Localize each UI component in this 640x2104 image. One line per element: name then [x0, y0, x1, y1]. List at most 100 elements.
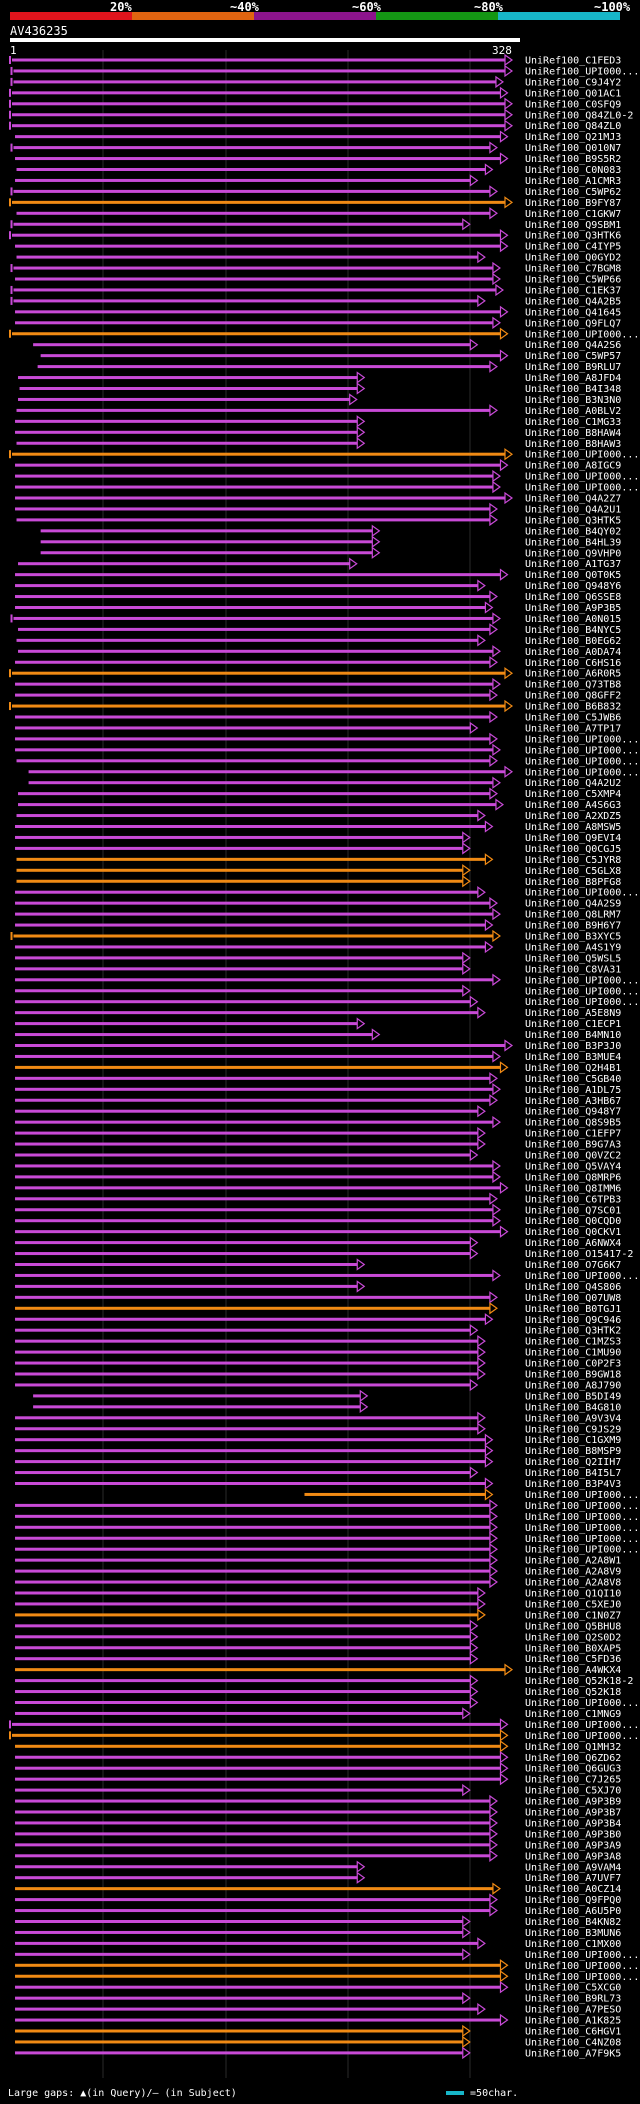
hit-row[interactable]: UniRef100_Q7SC01	[15, 1203, 621, 1217]
hit-row[interactable]: UniRef100_C5XCG0	[15, 1981, 621, 1994]
hit-row[interactable]: UniRef100_A5E8N9	[15, 1006, 621, 1020]
hit-row[interactable]: UniRef100_C1EK37	[10, 283, 622, 297]
hit-row[interactable]: UniRef100_B9GW18	[15, 1367, 621, 1381]
hit-row[interactable]: UniRef100_Q5BHU8	[15, 1619, 621, 1633]
hit-row[interactable]: UniRef100_A8JFD4	[18, 371, 621, 385]
hit-row[interactable]: UniRef100_Q8LRM7	[15, 907, 621, 921]
hit-row[interactable]: UniRef100_O7G6K7	[15, 1258, 621, 1272]
hit-row[interactable]: UniRef100_B9RL73	[15, 1991, 621, 2005]
hit-row[interactable]: UniRef100_B4QY02	[40, 524, 622, 538]
hit-row[interactable]: UniRef100_A7PESO	[15, 2002, 621, 2016]
hit-row[interactable]: UniRef100_C9J4Y2	[10, 75, 622, 89]
hit-row[interactable]: UniRef100_C1FED3	[9, 53, 621, 67]
hit-row[interactable]: UniRef100_C5WP62	[10, 185, 622, 198]
hit-row[interactable]: UniRef100_UPI000...	[15, 743, 639, 757]
hit-row[interactable]: UniRef100_C1MNG9	[15, 1707, 621, 1720]
hit-row[interactable]: UniRef100_A9P3B4	[15, 1816, 621, 1830]
hit-row[interactable]: UniRef100_C5XJ70	[15, 1783, 621, 1797]
hit-row[interactable]: UniRef100_A8IGC9	[15, 458, 621, 472]
hit-row[interactable]: UniRef100_A6R0R5	[9, 667, 621, 680]
hit-row[interactable]: UniRef100_B4NYC5	[18, 623, 621, 636]
hit-row[interactable]: UniRef100_B0TGJ1	[15, 1302, 621, 1315]
hit-row[interactable]: UniRef100_Q4A2U1	[15, 502, 621, 516]
hit-row[interactable]: UniRef100_C1MU90	[15, 1345, 621, 1359]
hit-row[interactable]: UniRef100_A4WKX4	[15, 1663, 621, 1677]
hit-row[interactable]: UniRef100_Q52K18	[15, 1685, 621, 1699]
hit-row[interactable]: UniRef100_Q4A2Z7	[15, 491, 621, 505]
hit-row[interactable]: UniRef100_B6B832	[9, 699, 621, 713]
hit-row[interactable]: UniRef100_Q3HTK6	[9, 229, 621, 242]
hit-row[interactable]: UniRef100_C5GLX8	[16, 864, 622, 877]
hit-row[interactable]: UniRef100_Q0GYD2	[16, 250, 622, 264]
hit-row[interactable]: UniRef100_B9FY87	[9, 196, 621, 209]
hit-row[interactable]: UniRef100_B5DI49	[33, 1389, 621, 1403]
hit-row[interactable]: UniRef100_A1CMR3	[15, 174, 621, 187]
hit-row[interactable]: UniRef100_B3MUE4	[15, 1050, 621, 1063]
hit-row[interactable]: UniRef100_C4NZ08	[15, 2035, 621, 2049]
hit-row[interactable]: UniRef100_A6NWX4	[15, 1236, 621, 1250]
hit-row[interactable]: UniRef100_Q3HTK2	[15, 1324, 621, 1337]
hit-row[interactable]: UniRef100_B8MSP9	[15, 1444, 621, 1458]
hit-row[interactable]: UniRef100_C8VA31	[15, 962, 621, 976]
hit-row[interactable]: UniRef100_C6TPB3	[15, 1192, 621, 1206]
hit-row[interactable]: UniRef100_Q4A2S9	[15, 896, 621, 910]
hit-row[interactable]: UniRef100_C1MG33	[15, 415, 621, 428]
hit-row[interactable]: UniRef100_Q948Y7	[15, 1105, 621, 1118]
hit-row[interactable]: UniRef100_B3MUN6	[15, 1926, 621, 1939]
hit-row[interactable]: UniRef100_Q948Y6	[15, 579, 621, 593]
hit-row[interactable]: UniRef100_Q9C946	[15, 1313, 621, 1326]
hit-row[interactable]: UniRef100_Q8GFF2	[15, 688, 621, 702]
hit-row[interactable]: UniRef100_C7BGM8	[10, 261, 622, 275]
hit-row[interactable]: UniRef100_Q52K18-2	[15, 1674, 633, 1688]
hit-row[interactable]: UniRef100_Q9EVI4	[15, 831, 621, 844]
hit-row[interactable]: UniRef100_Q2H4B1	[15, 1061, 621, 1074]
hit-row[interactable]: UniRef100_C6HGV1	[15, 2024, 621, 2038]
hit-row[interactable]: UniRef100_Q6ZD62	[15, 1751, 621, 1764]
hit-row[interactable]: UniRef100_Q3HTK5	[16, 513, 622, 527]
hit-row[interactable]: UniRef100_B8HAW3	[16, 437, 622, 450]
hit-row[interactable]: UniRef100_Q21MJ3	[15, 130, 621, 144]
hit-row[interactable]: UniRef100_UPI000...	[28, 765, 640, 779]
hit-row[interactable]: UniRef100_C5JWB6	[15, 710, 621, 724]
hit-row[interactable]: UniRef100_Q6SSE8	[15, 590, 621, 604]
hit-row[interactable]: UniRef100_UPI000...	[15, 1970, 639, 1983]
hit-row[interactable]: UniRef100_B4HL39	[40, 535, 622, 549]
hit-row[interactable]: UniRef100_B0XAP5	[15, 1641, 621, 1655]
hit-row[interactable]: UniRef100_C5XEJ0	[15, 1597, 621, 1611]
hit-row[interactable]: UniRef100_B4I348	[19, 382, 622, 396]
hit-row[interactable]: UniRef100_B8HAW4	[15, 426, 621, 439]
hit-row[interactable]: UniRef100_A2A8V9	[15, 1564, 621, 1578]
hit-row[interactable]: UniRef100_Q01AC1	[9, 86, 621, 100]
hit-row[interactable]: UniRef100_A1K825	[15, 2013, 621, 2027]
hit-row[interactable]: UniRef100_Q010N7	[10, 141, 622, 155]
hit-row[interactable]: UniRef100_Q9FLQ7	[15, 316, 621, 330]
hit-row[interactable]: UniRef100_Q6GUG3	[15, 1762, 621, 1775]
hit-row[interactable]: UniRef100_UPI000...	[15, 1696, 639, 1710]
hit-row[interactable]: UniRef100_C5XMP4	[18, 787, 621, 801]
hit-row[interactable]: UniRef100_A9VAM4	[15, 1860, 621, 1874]
hit-row[interactable]: UniRef100_UPI000...	[15, 1959, 639, 1972]
hit-row[interactable]: UniRef100_UPI000...	[15, 995, 639, 1009]
hit-row[interactable]: UniRef100_O15417-2	[15, 1247, 633, 1261]
hit-row[interactable]: UniRef100_UPI000...	[16, 754, 640, 768]
hit-row[interactable]: UniRef100_Q4A2U2	[28, 776, 622, 790]
hit-row[interactable]: UniRef100_B9H6Y7	[15, 918, 621, 932]
hit-row[interactable]: UniRef100_UPI000...	[9, 1729, 639, 1742]
hit-row[interactable]: UniRef100_B4I5L7	[15, 1466, 621, 1480]
hit-row[interactable]: UniRef100_A9P3B9	[15, 1794, 621, 1808]
hit-row[interactable]: UniRef100_UPI000...	[15, 1499, 639, 1512]
hit-row[interactable]: UniRef100_Q2S0D2	[15, 1630, 621, 1644]
hit-row[interactable]: UniRef100_UPI000...	[9, 1718, 639, 1731]
hit-row[interactable]: UniRef100_UPI000...	[304, 1488, 639, 1501]
hit-row[interactable]: UniRef100_Q2IIH7	[15, 1455, 621, 1469]
hit-row[interactable]: UniRef100_A0BLV2	[16, 404, 622, 417]
hit-row[interactable]: UniRef100_Q0T0K5	[15, 568, 621, 582]
hit-row[interactable]: UniRef100_Q8MRP6	[15, 1170, 621, 1184]
hit-row[interactable]: UniRef100_A7TP17	[15, 721, 621, 735]
hit-row[interactable]: UniRef100_C1MX00	[15, 1937, 621, 1950]
hit-row[interactable]: UniRef100_B3XYC5	[10, 929, 622, 943]
hit-row[interactable]: UniRef100_B9S5R2	[15, 152, 621, 166]
hit-row[interactable]: UniRef100_Q0CGJ5	[15, 842, 621, 855]
hit-row[interactable]: UniRef100_Q41645	[15, 305, 621, 319]
hit-row[interactable]: UniRef100_C5JYR8	[16, 853, 622, 866]
